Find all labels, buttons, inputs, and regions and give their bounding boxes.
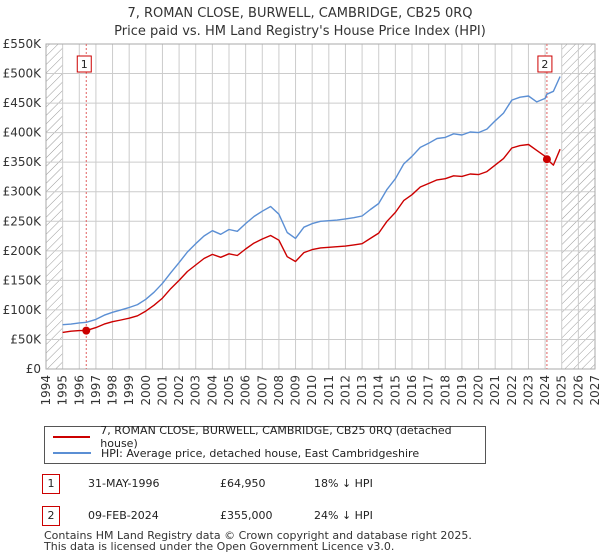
x-tick-label: 2014 [372,375,386,406]
x-tick-label: 2007 [255,375,269,406]
y-tick-label: £350K [3,155,43,169]
y-tick-label: £550K [3,37,43,51]
chart-title: 7, ROMAN CLOSE, BURWELL, CAMBRIDGE, CB25… [127,6,473,21]
legend-label-hpi: HPI: Average price, detached house, East… [101,446,420,460]
x-tick-label: 2019 [455,375,469,406]
legend-item-property: 7, ROMAN CLOSE, BURWELL, CAMBRIDGE, CB25… [53,424,485,450]
x-tick-label: 2025 [555,375,569,406]
legend: 7, ROMAN CLOSE, BURWELL, CAMBRIDGE, CB25… [44,424,486,464]
y-tick-label: £100K [3,303,43,317]
footer: Contains HM Land Registry data © Crown c… [44,530,472,552]
x-tick-label: 2006 [239,375,253,406]
footer-copyright: Contains HM Land Registry data © Crown c… [44,529,472,542]
legend-item-hpi: HPI: Average price, detached house, East… [53,445,419,461]
y-tick-label: £0 [26,362,41,376]
x-tick-label: 2016 [405,375,419,406]
x-tick-label: 1998 [106,375,120,406]
annotation-price: £355,000 [220,509,273,522]
legend-swatch-property [53,436,91,438]
sale-point [82,326,91,335]
plot-frame [45,43,596,370]
x-tick-label: 2026 [571,375,585,406]
y-tick-label: £450K [3,96,43,110]
annotation-hpi-diff: 18% ↓ HPI [314,477,373,490]
annotation-row: 2 09-FEB-2024 £355,000 24% ↓ HPI [42,506,442,528]
x-tick-label: 2018 [438,375,452,406]
x-tick-label: 1994 [39,375,53,406]
x-tick-label: 2001 [155,375,169,406]
x-tick-label: 2021 [488,375,502,406]
y-tick-label: £500K [3,67,43,81]
y-tick-label: £400K [3,126,43,140]
y-tick-label: £250K [3,214,43,228]
x-tick-label: 1999 [122,375,136,406]
x-tick-label: 2004 [205,375,219,406]
x-tick-label: 2024 [538,375,552,406]
marker-label-box [76,55,92,73]
x-tick-label: 2012 [338,375,352,406]
x-tick-label: 1997 [89,375,103,406]
annotation-hpi-diff: 24% ↓ HPI [314,509,373,522]
y-tick-label: £50K [10,332,42,346]
x-tick-label: 2008 [272,375,286,406]
marker-label: 1 [76,55,92,73]
x-tick-label: 2009 [289,375,303,406]
marker-label-text: 2 [541,58,548,71]
marker-label-text: 1 [81,58,88,71]
annotation-number: 1 [42,474,60,494]
legend-label-property: 7, ROMAN CLOSE, BURWELL, CAMBRIDGE, CB25… [100,424,452,450]
y-tick-label: £150K [3,273,43,287]
y-tick-label: £200K [3,244,43,258]
annotation-number: 2 [42,506,60,526]
x-tick-label: 1996 [72,375,86,406]
annotation-date: 09-FEB-2024 [88,509,159,522]
y-tick-label: £300K [3,185,43,199]
x-tick-label: 2013 [355,375,369,406]
marker-label: 2 [537,55,553,73]
x-tick-label: 2020 [472,375,486,406]
hatch-region-before [46,44,63,369]
x-tick-label: 2002 [172,375,186,406]
x-tick-label: 2015 [388,375,402,406]
plot-area [46,44,595,369]
series-line-hpi [62,76,561,326]
x-tick-label: 2023 [521,375,535,406]
x-tick-label: 2005 [222,375,236,406]
legend-swatch-hpi [53,452,91,454]
footer-licence: This data is licensed under the Open Gov… [44,540,395,553]
x-tick-label: 2000 [139,375,153,406]
x-tick-label: 2022 [505,375,519,406]
x-tick-label: 2027 [588,375,600,406]
chart-subtitle: Price paid vs. HM Land Registry's House … [114,24,486,39]
sale-point [542,155,551,164]
x-tick-label: 2010 [305,375,319,406]
marker-label-box [537,55,553,73]
x-tick-label: 2017 [422,375,436,406]
series-line-property [62,143,561,334]
annotation-price: £64,950 [220,477,266,490]
x-tick-label: 2011 [322,375,336,406]
annotation-row: 1 31-MAY-1996 £64,950 18% ↓ HPI [42,474,442,496]
x-tick-label: 2003 [189,375,203,406]
annotation-date: 31-MAY-1996 [88,477,160,490]
price-chart: £0 £50K £100K £150K £200K £250K £300K £350K £400… [3,37,600,406]
x-tick-label: 1995 [56,375,70,406]
